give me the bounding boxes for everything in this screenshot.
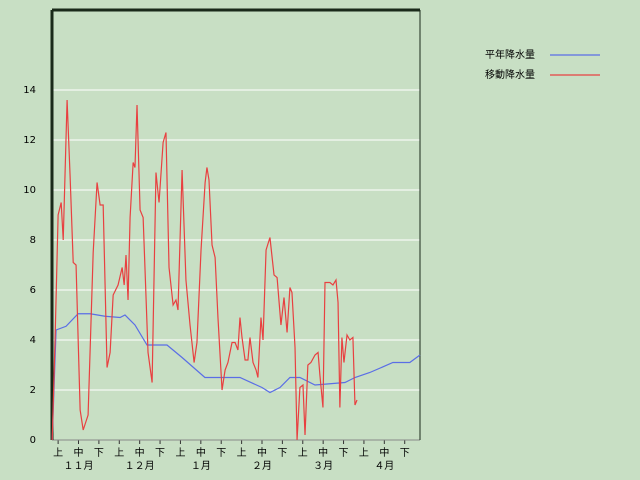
month-label: １１月 xyxy=(64,460,94,472)
series-line xyxy=(51,99,358,441)
x-tick-label: 下 xyxy=(155,448,165,459)
x-tick-label: 中 xyxy=(74,446,84,459)
x-tick-label: 下 xyxy=(400,448,410,459)
month-label: １月 xyxy=(191,460,211,472)
y-tick-label: 8 xyxy=(30,235,36,246)
y-tick-label: 14 xyxy=(23,85,36,96)
y-tick-label: 0 xyxy=(30,435,36,446)
x-tick-label: 中 xyxy=(379,446,389,459)
x-tick-label: 中 xyxy=(135,446,145,459)
month-label: ２月 xyxy=(252,460,272,472)
x-tick-label: 中 xyxy=(257,446,267,459)
x-tick-label: 上 xyxy=(359,447,369,459)
x-tick-label: 下 xyxy=(216,448,226,459)
x-tick-label: 上 xyxy=(237,447,247,459)
series-line xyxy=(51,313,421,441)
y-tick-label: 4 xyxy=(30,335,36,346)
month-label: １２月 xyxy=(125,460,155,472)
y-tick-label: 10 xyxy=(23,185,36,196)
y-tick-label: 6 xyxy=(30,285,36,296)
x-tick-label: 上 xyxy=(175,447,185,459)
legend-label: 移動降水量 xyxy=(485,68,535,81)
month-label: ３月 xyxy=(313,460,333,472)
x-tick-label: 下 xyxy=(277,448,287,459)
x-tick-label: 下 xyxy=(94,448,104,459)
x-tick-label: 上 xyxy=(114,447,124,459)
month-label: ４月 xyxy=(374,460,394,472)
x-tick-label: 下 xyxy=(339,448,349,459)
x-tick-label: 中 xyxy=(318,446,328,459)
y-tick-label: 12 xyxy=(23,135,36,146)
x-tick-label: 中 xyxy=(196,446,206,459)
x-tick-label: 上 xyxy=(298,447,308,459)
x-tick-label: 上 xyxy=(53,447,63,459)
legend-label: 平年降水量 xyxy=(485,48,535,61)
y-tick-label: 2 xyxy=(30,385,36,396)
